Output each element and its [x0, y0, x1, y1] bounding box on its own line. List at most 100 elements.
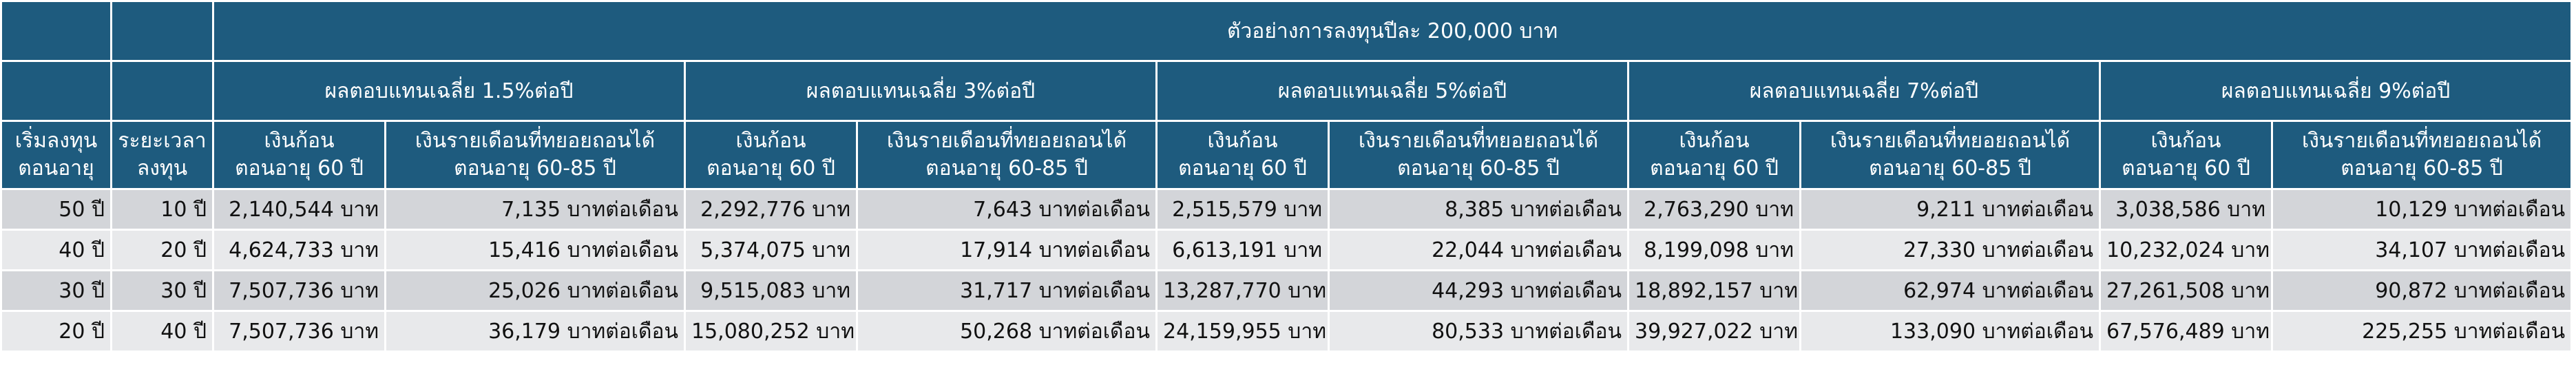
data-cell: 8,199,098 บาท — [1627, 229, 1801, 271]
header-line: ตอนอายุ 60 ปี — [235, 156, 364, 180]
header-line: ลงทุน — [136, 156, 188, 180]
header-line: เริ่มลงทุน — [14, 129, 98, 153]
header-line: ตอนอายุ 60-85 ปี — [1869, 156, 2031, 180]
data-cell: 6,613,191 บาท — [1155, 229, 1330, 271]
empty-header — [110, 60, 214, 122]
data-cell: 9,515,083 บาท — [684, 269, 858, 312]
data-cell: 2,515,579 บาท — [1155, 188, 1330, 231]
data-cell: 10 ปี — [110, 188, 214, 231]
data-cell: 7,643 บาทต่อเดือน — [856, 188, 1158, 231]
data-cell: 31,717 บาทต่อเดือน — [856, 269, 1158, 312]
data-cell: 15,080,252 บาท — [684, 310, 858, 353]
data-cell: 30 ปี — [110, 269, 214, 312]
sub-header: เงินรายเดือนที่ทยอยถอนได้ตอนอายุ 60-85 ป… — [384, 120, 686, 190]
data-cell: 40 ปี — [0, 229, 112, 271]
data-cell: 67,576,489 บาท — [2099, 310, 2273, 353]
data-cell: 27,330 บาทต่อเดือน — [1799, 229, 2101, 271]
data-cell: 36,179 บาทต่อเดือน — [384, 310, 686, 353]
sub-header-row: เริ่มลงทุน ตอนอายุ ระยะเวลา ลงทุน เงินก้อน ตอ… — [0, 120, 2573, 190]
data-cell: 25,026 บาทต่อเดือน — [384, 269, 686, 312]
data-cell: 18,892,157 บาท — [1627, 269, 1801, 312]
empty-header — [0, 0, 112, 62]
row-header: ระยะเวลาลงทุน — [110, 120, 214, 190]
group-header: ผลตอบแทนเฉลี่ย 3%ต่อปี — [684, 60, 1158, 122]
header-line: เงินก้อน — [1207, 129, 1278, 153]
empty-header — [0, 60, 112, 122]
data-row: 50 ปี 10 ปี 2,140,544 บาท 7,135 บาทต่อเดือน… — [0, 188, 2573, 231]
group-header: ผลตอบแทนเฉลี่ย 5%ต่อปี — [1155, 60, 1629, 122]
header-line: ระยะเวลา — [118, 129, 207, 153]
data-cell: 30 ปี — [0, 269, 112, 312]
header-line: เงินก้อน — [735, 129, 806, 153]
header-line: ตอนอายุ 60 ปี — [2122, 156, 2250, 180]
data-cell: 9,211 บาทต่อเดือน — [1799, 188, 2101, 231]
header-line: เงินรายเดือนที่ทยอยถอนได้ — [1358, 129, 1599, 153]
data-row: 40 ปี 20 ปี 4,624,733 บาท 15,416 บาทต่อเดือ… — [0, 229, 2573, 271]
data-cell: 17,914 บาทต่อเดือน — [856, 229, 1158, 271]
data-cell: 50 ปี — [0, 188, 112, 231]
data-cell: 24,159,955 บาท — [1155, 310, 1330, 353]
header-line: ตอนอายุ 60-85 ปี — [454, 156, 616, 180]
header-line: ตอนอายุ — [18, 156, 94, 180]
sub-header: เงินรายเดือนที่ทยอยถอนได้ตอนอายุ 60-85 ป… — [1328, 120, 1629, 190]
data-cell: 39,927,022 บาท — [1627, 310, 1801, 353]
investment-table: ตัวอย่างการลงทุนปีละ 200,000 บาท ผลตอบแทน… — [0, 0, 2573, 353]
data-cell: 44,293 บาทต่อเดือน — [1328, 269, 1629, 312]
sub-header: เงินรายเดือนที่ทยอยถอนได้ตอนอายุ 60-85 ป… — [856, 120, 1158, 190]
header-line: ตอนอายุ 60-85 ปี — [1397, 156, 1560, 180]
header-line: เงินก้อน — [2150, 129, 2221, 153]
sub-header: เงินก้อนตอนอายุ 60 ปี — [2099, 120, 2273, 190]
header-line: เงินก้อน — [1679, 129, 1750, 153]
data-cell: 90,872 บาทต่อเดือน — [2270, 269, 2573, 312]
sub-header: เงินรายเดือนที่ทยอยถอนได้ตอนอายุ 60-85 ป… — [1799, 120, 2101, 190]
data-cell: 5,374,075 บาท — [684, 229, 858, 271]
data-cell: 15,416 บาทต่อเดือน — [384, 229, 686, 271]
sub-header: เงินก้อนตอนอายุ 60 ปี — [212, 120, 386, 190]
data-cell: 20 ปี — [0, 310, 112, 353]
table-title: ตัวอย่างการลงทุนปีละ 200,000 บาท — [211, 0, 2573, 62]
data-cell: 20 ปี — [110, 229, 214, 271]
data-row: 20 ปี 40 ปี 7,507,736 บาท 36,179 บาทต่อเดือ… — [0, 310, 2573, 353]
sub-header: เงินก้อนตอนอายุ 60 ปี — [1627, 120, 1801, 190]
data-cell: 50,268 บาทต่อเดือน — [856, 310, 1158, 353]
data-cell: 7,507,736 บาท — [212, 310, 386, 353]
data-row: 30 ปี 30 ปี 7,507,736 บาท 25,026 บาทต่อเดือ… — [0, 269, 2573, 312]
header-line: เงินรายเดือนที่ทยอยถอนได้ — [1830, 129, 2071, 153]
header-line: ตอนอายุ 60 ปี — [1178, 156, 1307, 180]
group-header: ผลตอบแทนเฉลี่ย 1.5%ต่อปี — [212, 60, 686, 122]
data-cell: 7,507,736 บาท — [212, 269, 386, 312]
data-cell: 8,385 บาทต่อเดือน — [1328, 188, 1629, 231]
data-cell: 133,090 บาทต่อเดือน — [1799, 310, 2101, 353]
title-row: ตัวอย่างการลงทุนปีละ 200,000 บาท — [0, 0, 2573, 62]
header-line: ตอนอายุ 60 ปี — [1650, 156, 1779, 180]
data-cell: 225,255 บาทต่อเดือน — [2270, 310, 2573, 353]
data-cell: 27,261,508 บาท — [2099, 269, 2273, 312]
data-cell: 34,107 บาทต่อเดือน — [2270, 229, 2573, 271]
group-header: ผลตอบแทนเฉลี่ย 9%ต่อปี — [2098, 60, 2573, 122]
data-cell: 62,974 บาทต่อเดือน — [1799, 269, 2101, 312]
data-cell: 13,287,770 บาท — [1155, 269, 1330, 312]
data-cell: 2,292,776 บาท — [684, 188, 858, 231]
header-line: ตอนอายุ 60-85 ปี — [2341, 156, 2503, 180]
sub-header: เงินก้อนตอนอายุ 60 ปี — [1155, 120, 1330, 190]
header-line: เงินรายเดือนที่ทยอยถอนได้ — [2301, 129, 2542, 153]
sub-header: เงินรายเดือนที่ทยอยถอนได้ตอนอายุ 60-85 ป… — [2270, 120, 2573, 190]
data-cell: 10,232,024 บาท — [2099, 229, 2273, 271]
data-cell: 22,044 บาทต่อเดือน — [1328, 229, 1629, 271]
header-line: ตอนอายุ 60-85 ปี — [925, 156, 1088, 180]
row-header: เริ่มลงทุนตอนอายุ — [0, 120, 112, 190]
data-cell: 2,763,290 บาท — [1627, 188, 1801, 231]
header-line: เงินรายเดือนที่ทยอยถอนได้ — [886, 129, 1127, 153]
empty-header — [110, 0, 214, 62]
data-cell: 3,038,586 บาท — [2099, 188, 2273, 231]
group-header: ผลตอบแทนเฉลี่ย 7%ต่อปี — [1627, 60, 2101, 122]
sub-header: เงินก้อนตอนอายุ 60 ปี — [684, 120, 858, 190]
data-cell: 7,135 บาทต่อเดือน — [384, 188, 686, 231]
header-line: ตอนอายุ 60 ปี — [706, 156, 835, 180]
data-cell: 80,533 บาทต่อเดือน — [1328, 310, 1629, 353]
data-cell: 40 ปี — [110, 310, 214, 353]
header-line: เงินรายเดือนที่ทยอยถอนได้ — [415, 129, 656, 153]
data-cell: 10,129 บาทต่อเดือน — [2270, 188, 2573, 231]
header-line: เงินก้อน — [264, 129, 335, 153]
